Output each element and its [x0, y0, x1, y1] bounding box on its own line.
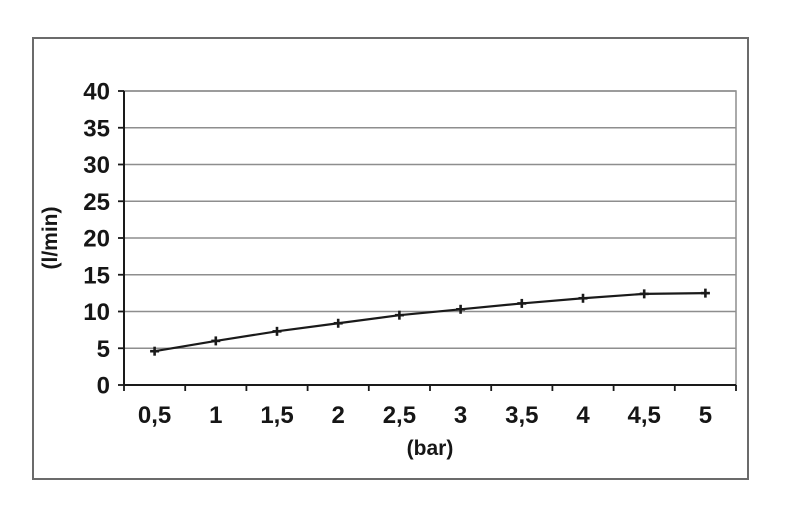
y-tick-label-25: 25: [83, 189, 110, 216]
x-tick-label-6: 3,5: [505, 402, 538, 429]
x-tick-label-4: 2,5: [383, 402, 416, 429]
data-series: [150, 288, 710, 356]
y-tick-label-40: 40: [83, 79, 110, 106]
y-tick-label-20: 20: [83, 226, 110, 253]
x-tick-label-0: 0,5: [138, 402, 171, 429]
y-tick-label-15: 15: [83, 262, 110, 289]
x-tick-label-3: 2: [332, 402, 345, 429]
x-tick-label-9: 5: [699, 402, 712, 429]
x-tick-label-5: 3: [454, 402, 467, 429]
y-axis-title: (l/min): [39, 207, 62, 270]
x-tick-label-2: 1,5: [260, 402, 293, 429]
marker-point-4: [394, 310, 404, 320]
x-axis-title: (bar): [407, 437, 454, 460]
marker-point-9: [700, 288, 710, 298]
x-axis-tick-labels: 0,5 1 1,5 2 2,5 3 3,5 4 4,5 5: [138, 402, 712, 429]
marker-point-2: [272, 326, 282, 336]
marker-point-6: [517, 298, 527, 308]
x-tick-label-8: 4,5: [628, 402, 661, 429]
marker-point-7: [578, 293, 588, 303]
y-tick-label-35: 35: [83, 115, 110, 142]
axes: [118, 90, 737, 391]
marker-point-5: [456, 304, 466, 314]
y-axis-tick-labels: 0 5 10 15 20 25 30 35 40: [83, 79, 110, 400]
x-tick-label-7: 4: [576, 402, 590, 429]
y-tick-label-10: 10: [83, 299, 110, 326]
y-tick-label-0: 0: [97, 373, 110, 400]
marker-point-3: [333, 318, 343, 328]
series-line-flow-rate: [154, 292, 706, 353]
marker-point-1: [211, 336, 221, 346]
marker-point-0: [150, 346, 160, 356]
marker-point-8: [639, 289, 649, 299]
y-tick-label-30: 30: [83, 152, 110, 179]
x-tick-label-1: 1: [209, 402, 222, 429]
y-tick-label-5: 5: [97, 336, 110, 363]
